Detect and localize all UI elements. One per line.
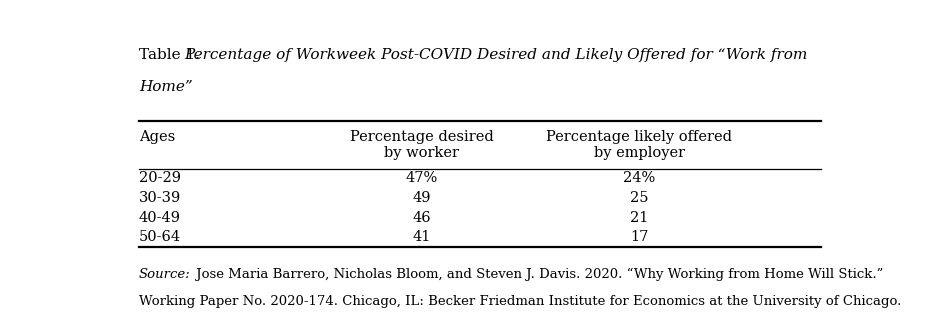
Text: 21: 21 [630, 211, 649, 225]
Text: 25: 25 [630, 191, 649, 205]
Text: 46: 46 [413, 211, 431, 225]
Text: Source:: Source: [139, 268, 191, 281]
Text: 20-29: 20-29 [139, 171, 181, 185]
Text: 40-49: 40-49 [139, 211, 181, 225]
Text: Percentage desired
by worker: Percentage desired by worker [350, 130, 493, 160]
Text: 24%: 24% [623, 171, 655, 185]
Text: 41: 41 [413, 230, 431, 244]
Text: 17: 17 [630, 230, 649, 244]
Text: Home”: Home” [139, 80, 193, 94]
Text: Jose Maria Barrero, Nicholas Bloom, and Steven J. Davis. 2020. “Why Working from: Jose Maria Barrero, Nicholas Bloom, and … [192, 268, 883, 281]
Text: Ages: Ages [139, 130, 175, 144]
Text: 49: 49 [413, 191, 431, 205]
Text: Percentage likely offered
by employer: Percentage likely offered by employer [547, 130, 732, 160]
Text: 50-64: 50-64 [139, 230, 181, 244]
Text: Table 1.: Table 1. [139, 48, 205, 62]
Text: Percentage of Workweek Post-COVID Desired and Likely Offered for “Work from: Percentage of Workweek Post-COVID Desire… [184, 48, 808, 62]
Text: Working Paper No. 2020-174. Chicago, IL: Becker Friedman Institute for Economics: Working Paper No. 2020-174. Chicago, IL:… [139, 295, 901, 308]
Text: 30-39: 30-39 [139, 191, 181, 205]
Text: 47%: 47% [405, 171, 438, 185]
